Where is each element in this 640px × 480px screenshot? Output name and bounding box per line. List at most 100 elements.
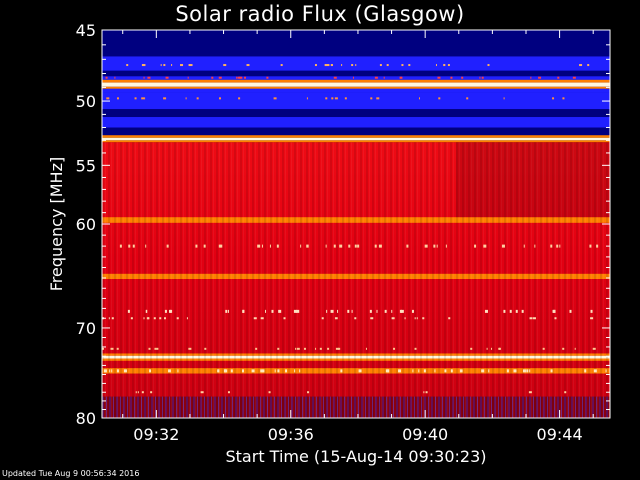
burst-spike xyxy=(354,317,357,320)
burst-spike xyxy=(411,309,414,313)
burst-spike xyxy=(303,347,306,350)
burst-spike xyxy=(338,347,341,350)
interference-texture xyxy=(102,396,610,418)
burst-spike xyxy=(271,309,274,313)
burst-spike xyxy=(321,317,324,320)
burst-spike xyxy=(307,244,309,248)
burst-spike xyxy=(481,76,484,79)
x-tick-label: 09:36 xyxy=(268,425,314,444)
burst-spike xyxy=(116,97,119,100)
burst-spike xyxy=(399,309,402,313)
burst-spike xyxy=(306,97,308,100)
burst-spike xyxy=(191,64,193,67)
frequency-band xyxy=(102,86,610,89)
burst-spike xyxy=(116,369,119,373)
burst-spike xyxy=(564,391,567,394)
burst-spike xyxy=(521,309,524,313)
burst-spike xyxy=(433,244,436,248)
burst-spike xyxy=(185,97,187,100)
burst-spike xyxy=(204,347,207,350)
x-axis: 09:32 09:36 09:40 09:44 xyxy=(122,30,594,444)
burst-spike xyxy=(515,309,518,313)
burst-spike xyxy=(498,347,501,350)
burst-spike xyxy=(200,391,204,394)
burst-spike xyxy=(333,244,336,248)
burst-spike xyxy=(550,369,553,373)
burst-spike xyxy=(137,391,139,394)
burst-spike xyxy=(365,347,367,350)
burst-spike xyxy=(416,317,418,320)
burst-spike xyxy=(307,391,310,394)
burst-spike xyxy=(154,347,157,350)
burst-spike xyxy=(239,76,243,79)
burst-spike xyxy=(501,244,505,248)
burst-spike xyxy=(326,309,328,313)
burst-spike xyxy=(145,244,147,248)
burst-spike xyxy=(273,97,277,100)
burst-spike xyxy=(244,76,247,79)
burst-spike xyxy=(319,347,322,350)
burst-spike xyxy=(166,244,169,248)
burst-spike xyxy=(400,76,403,79)
burst-spike xyxy=(461,76,464,79)
burst-spike xyxy=(220,244,223,248)
burst-spike xyxy=(269,244,271,248)
burst-spike xyxy=(260,317,264,320)
burst-spike xyxy=(347,309,350,313)
burst-spike xyxy=(572,76,576,79)
burst-spike xyxy=(274,369,276,373)
burst-spike xyxy=(330,64,333,67)
burst-spike xyxy=(391,309,393,313)
burst-spike xyxy=(242,369,245,373)
burst-spike xyxy=(434,369,436,373)
burst-spike xyxy=(530,76,532,79)
burst-spike xyxy=(188,64,192,67)
burst-spike xyxy=(251,369,255,373)
burst-spike xyxy=(509,309,512,313)
burst-spike xyxy=(218,76,222,79)
frequency-band xyxy=(102,140,610,143)
burst-spike xyxy=(327,347,330,350)
burst-spike xyxy=(391,317,395,320)
burst-spike xyxy=(522,369,526,373)
burst-spike xyxy=(168,309,171,313)
burst-spike xyxy=(110,347,114,350)
burst-spike xyxy=(223,369,226,373)
y-tick-label: 45 xyxy=(76,21,96,40)
burst-spike xyxy=(266,76,269,79)
burst-spike xyxy=(253,317,257,320)
y-axis: 45 50 55 60 70 80 xyxy=(76,21,610,428)
burst-spike xyxy=(283,317,286,320)
burst-spike xyxy=(479,76,481,79)
burst-spike xyxy=(459,369,461,373)
burst-spike xyxy=(557,76,560,79)
burst-spike xyxy=(314,64,317,67)
burst-spike xyxy=(325,244,327,248)
burst-spike xyxy=(237,76,241,79)
burst-spike xyxy=(116,347,119,350)
burst-spike xyxy=(164,309,167,313)
burst-spike xyxy=(443,64,446,67)
burst-spike xyxy=(448,317,451,320)
burst-spike xyxy=(150,391,153,394)
burst-spike xyxy=(436,244,438,248)
burst-spike xyxy=(315,347,317,350)
burst-spike xyxy=(160,64,162,67)
burst-spike xyxy=(376,309,378,313)
burst-spike xyxy=(146,309,148,313)
burst-spike xyxy=(278,309,282,313)
burst-spike xyxy=(123,369,127,373)
burst-spike xyxy=(474,244,477,248)
burst-spike xyxy=(180,64,184,67)
burst-spike xyxy=(523,244,525,248)
burst-spike xyxy=(328,64,330,67)
burst-spike xyxy=(330,309,334,313)
frequency-band xyxy=(102,127,610,136)
burst-spike xyxy=(562,347,565,350)
burst-spike xyxy=(483,244,487,248)
frequency-band xyxy=(102,135,610,138)
burst-spike xyxy=(225,309,228,313)
burst-spike xyxy=(503,309,506,313)
burst-spike xyxy=(450,76,453,79)
burst-spike xyxy=(102,347,105,350)
